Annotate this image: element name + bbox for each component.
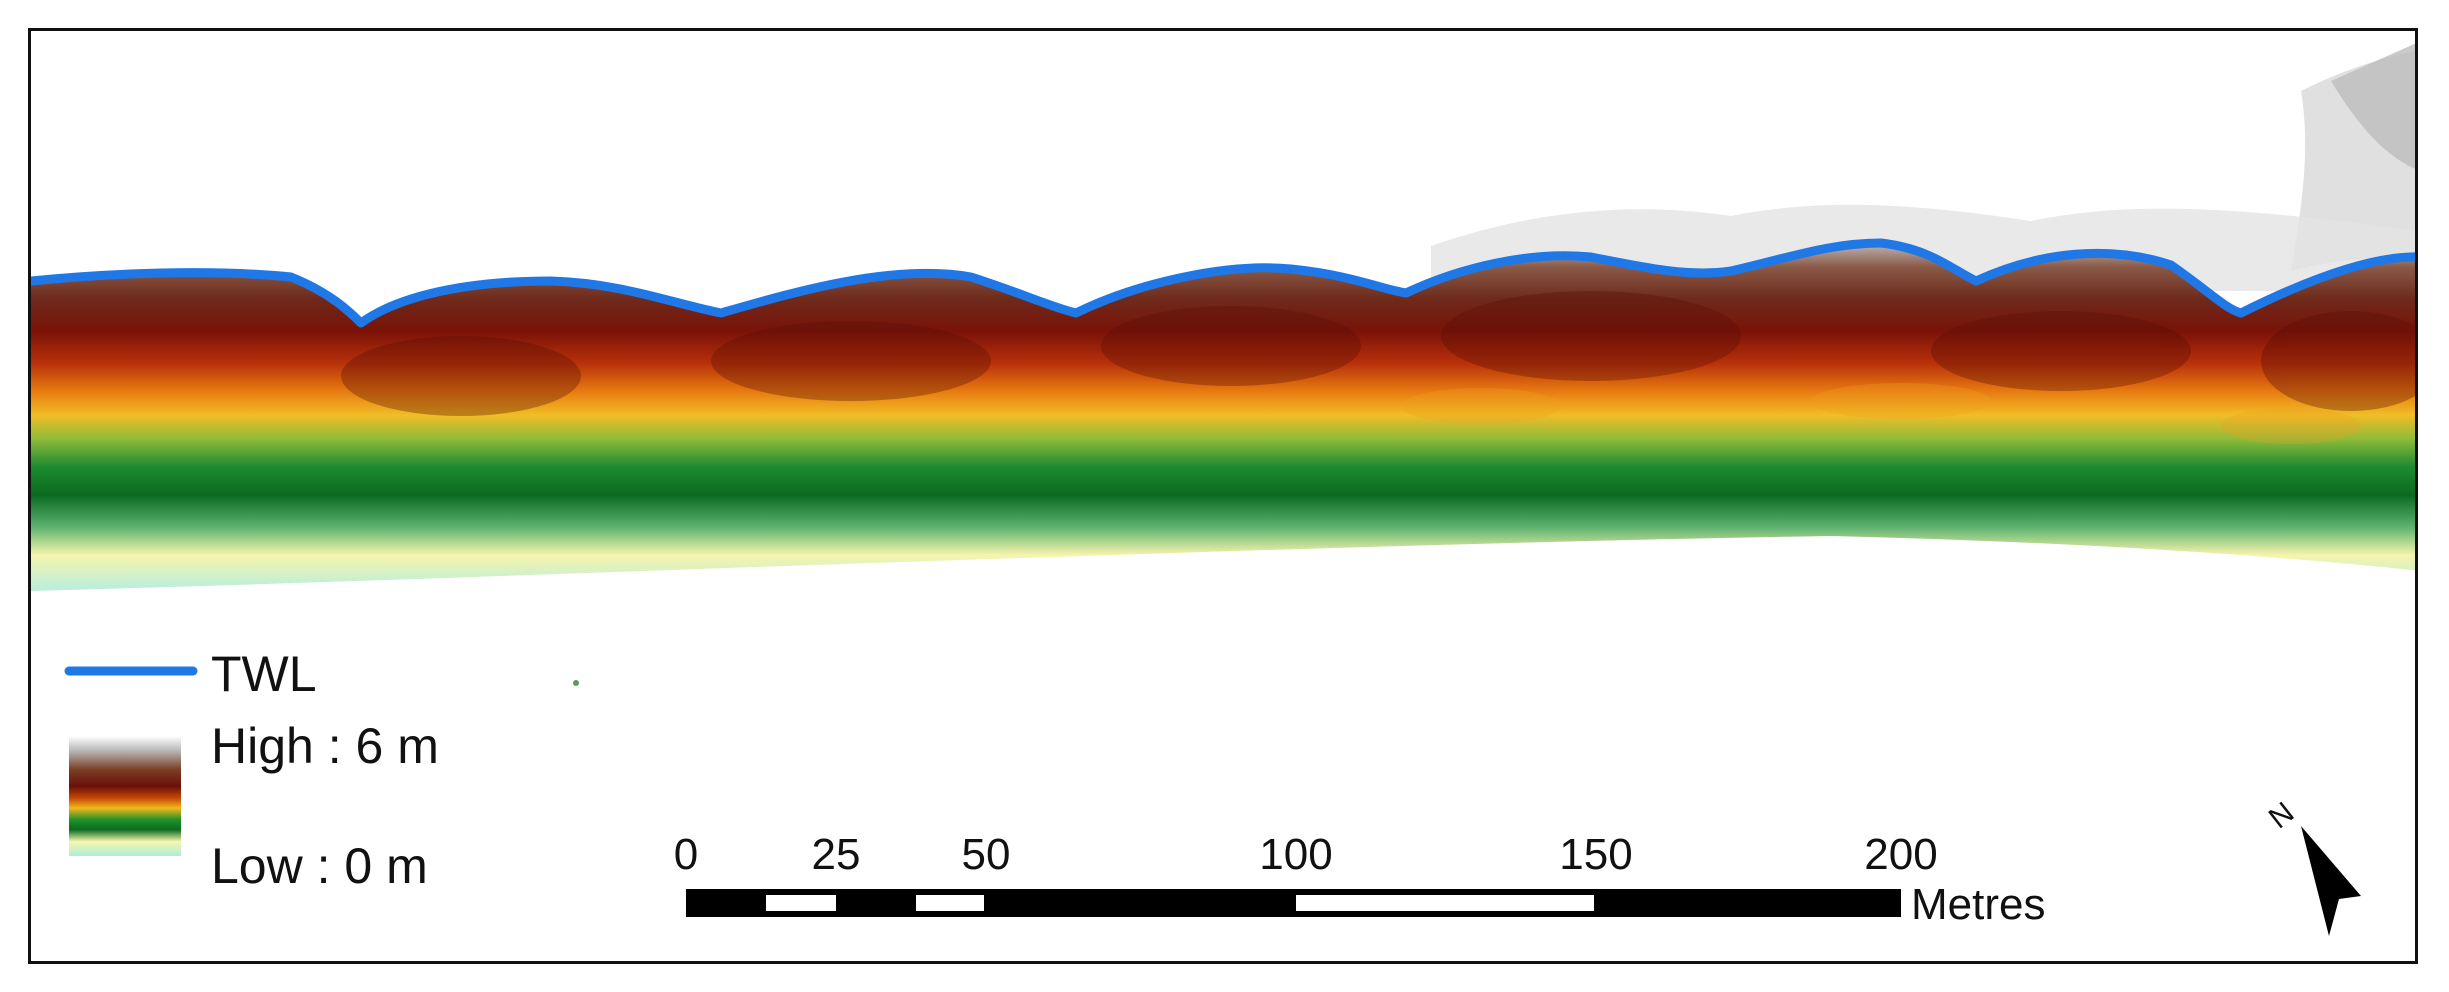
twl-legend-label: TWL [211,646,317,702]
north-arrow-icon [2301,826,2361,936]
scale-tick-100: 100 [1259,830,1333,879]
scale-tick-150: 150 [1559,830,1633,879]
scale-tick-25: 25 [811,830,861,879]
scale-bar [686,889,1901,917]
low-elevation-label: Low : 0 m [211,838,428,894]
scale-tick-200: 200 [1864,830,1938,879]
map-frame: TWL High : 6 m Low : 0 m 0 25 50 100 150… [28,28,2418,964]
high-elevation-label: High : 6 m [211,718,439,774]
scale-tick-50: 50 [961,830,1011,879]
twl-line [31,238,2415,328]
elevation-map [31,43,2415,936]
scale-unit-label: Metres [1911,880,2046,929]
scale-tick-0: 0 [673,830,699,879]
elevation-color-ramp [69,736,181,856]
